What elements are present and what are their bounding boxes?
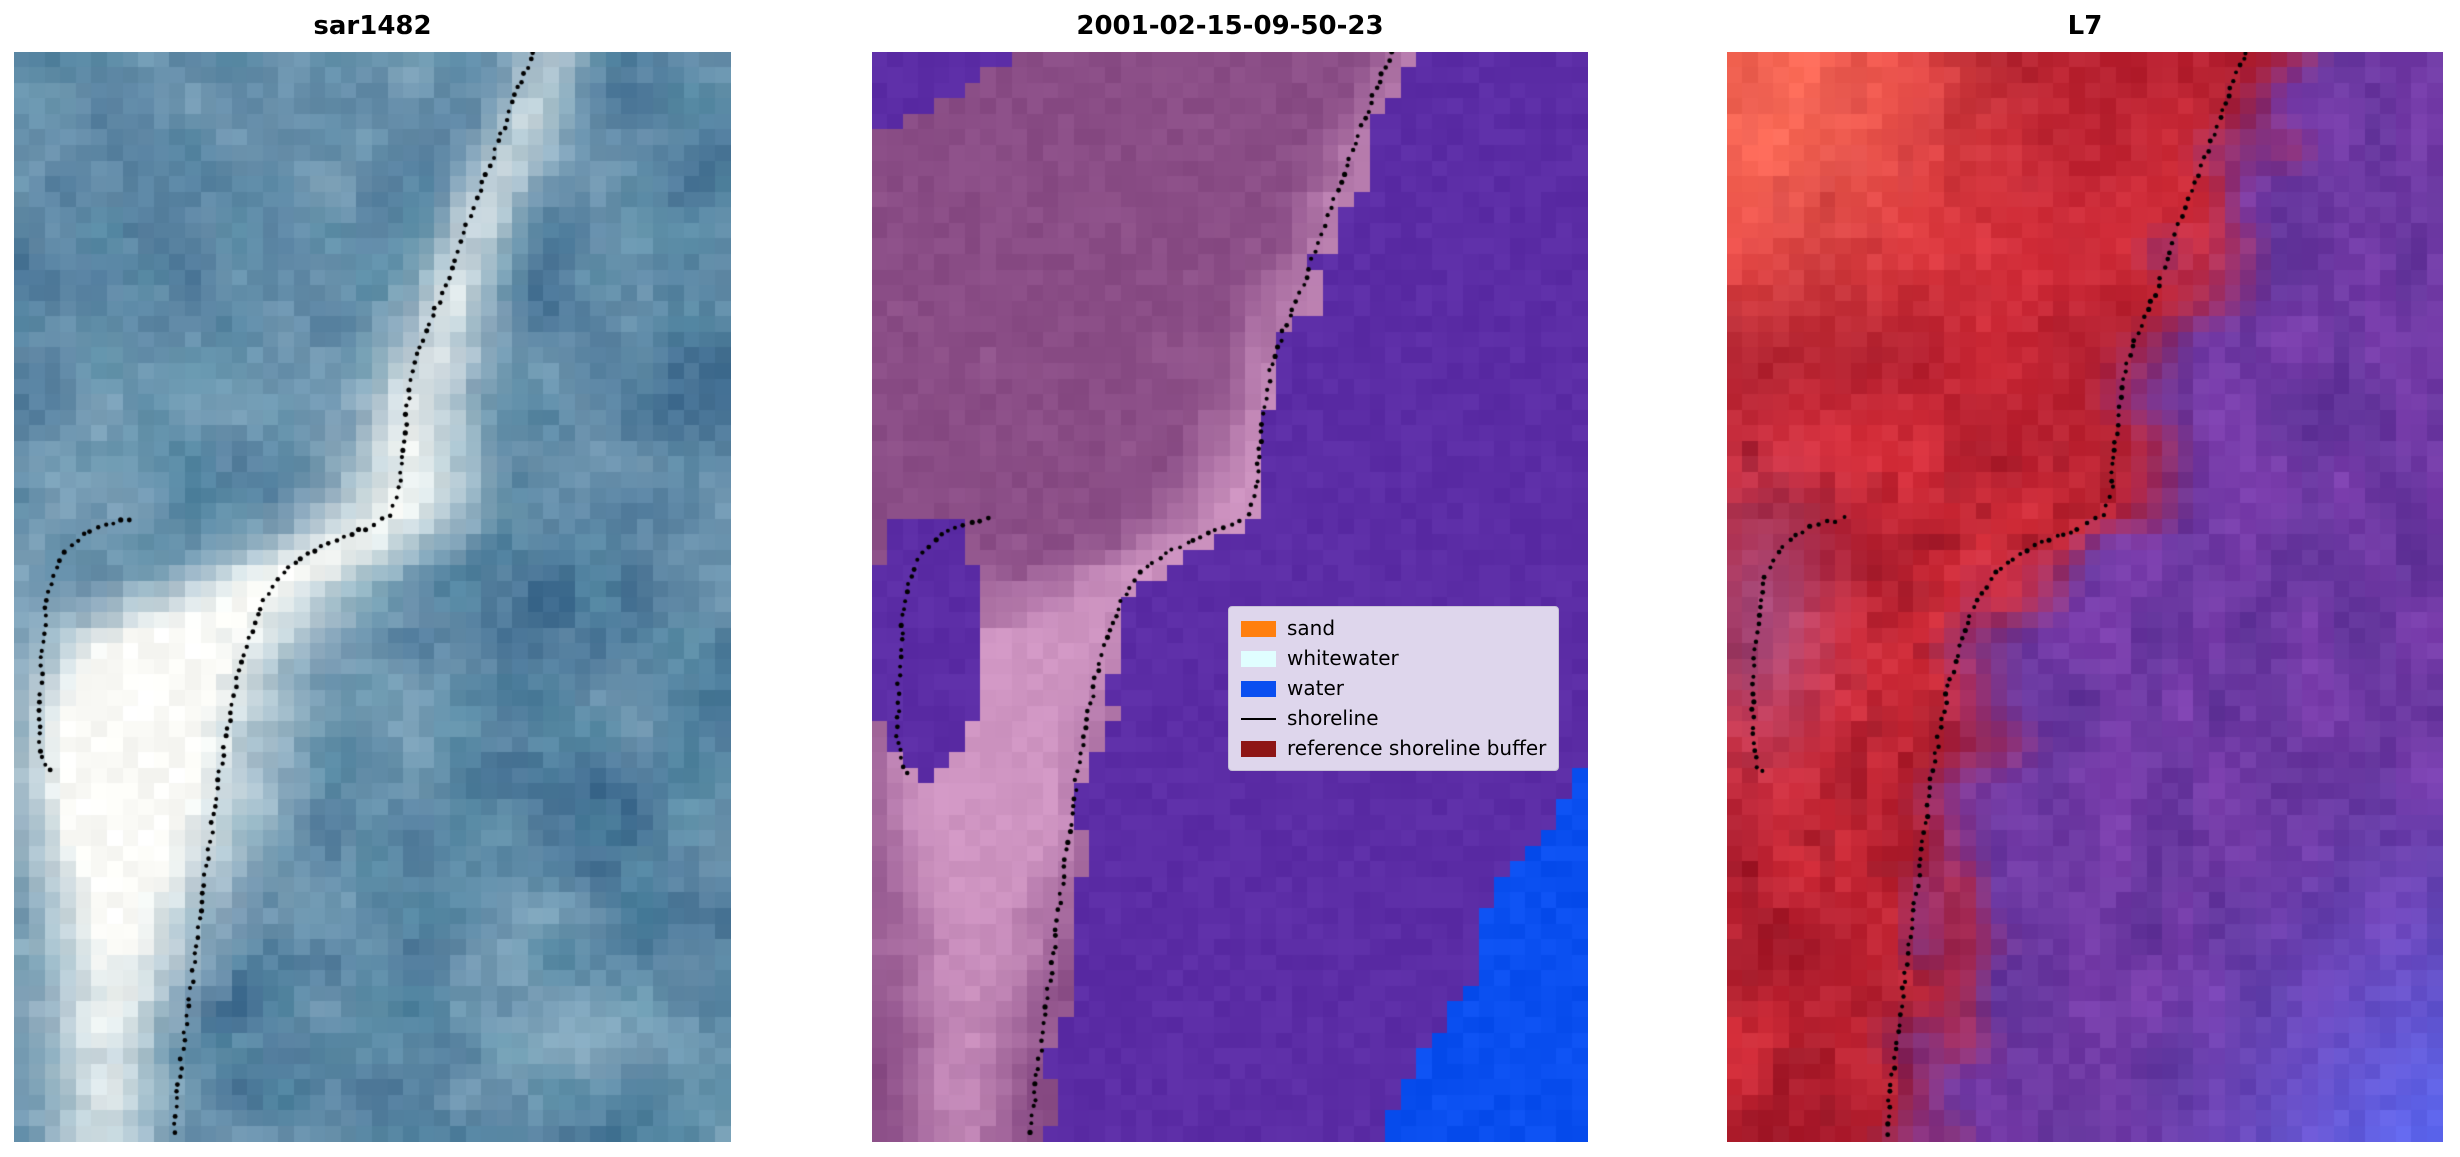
legend-item-reference-shoreline-buffer: reference shoreline buffer (1241, 736, 1546, 761)
panel-title-l7: L7 (2067, 11, 2103, 41)
panel-classification-image: sand whitewater water shoreline reference sh… (872, 52, 1588, 1142)
l7-image-canvas (1727, 52, 2443, 1142)
legend-item-water: water (1241, 676, 1546, 701)
panel-sar-image (14, 52, 731, 1142)
legend-label-water: water (1287, 676, 1344, 700)
legend-label-reference-shoreline-buffer: reference shoreline buffer (1287, 736, 1547, 760)
panel-title-sar1482: sar1482 (313, 11, 432, 41)
legend-item-whitewater: whitewater (1241, 646, 1546, 671)
legend-swatch-whitewater (1241, 650, 1276, 667)
legend-label-sand: sand (1287, 616, 1336, 640)
legend-label-shoreline: shoreline (1287, 706, 1379, 730)
legend-swatch-shoreline-line-icon (1241, 717, 1276, 720)
legend-swatch-reference-shoreline-buffer (1241, 740, 1276, 757)
legend-item-shoreline: shoreline (1241, 706, 1546, 731)
panel-l7-image (1727, 52, 2443, 1142)
legend-item-sand: sand (1241, 616, 1546, 641)
legend-swatch-water (1241, 680, 1276, 697)
legend: sand whitewater water shoreline reference sh… (1228, 606, 1560, 771)
panel-title-date: 2001-02-15-09-50-23 (1076, 11, 1384, 41)
legend-swatch-sand (1241, 620, 1276, 637)
classification-image-canvas (872, 52, 1588, 1142)
sar-image-canvas (14, 52, 731, 1142)
legend-label-whitewater: whitewater (1287, 646, 1399, 670)
